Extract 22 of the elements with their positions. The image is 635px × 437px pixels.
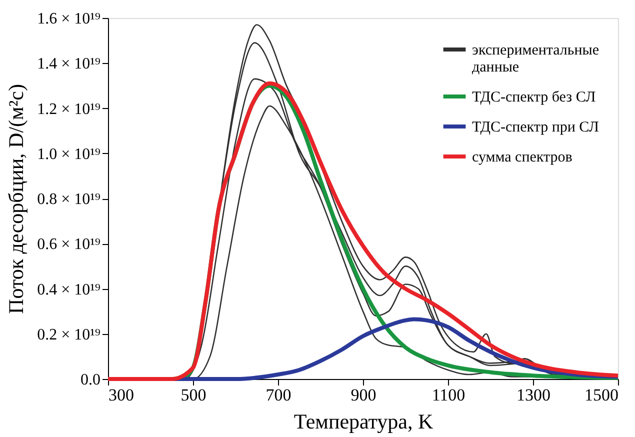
y-axis-title: Поток десорбции, D/(м²c): [4, 84, 28, 314]
y-tick-label: 1.2 × 10¹⁹: [37, 100, 101, 118]
y-tick-label: 0.6 × 10¹⁹: [37, 236, 101, 254]
x-tick-label: 1300: [516, 386, 550, 404]
legend-label: экспериментальные данные: [472, 42, 600, 76]
x-tick-label: 700: [266, 386, 292, 404]
legend-label: ТДС-спектр при СЛ: [472, 120, 599, 136]
y-tick-label: 0.8 × 10¹⁹: [37, 191, 101, 208]
x-axis-title: Температура, K: [294, 410, 434, 434]
y-tick-label: 1.6 × 10¹⁹: [37, 10, 101, 28]
y-tick-label: 1.0 × 10¹⁹: [37, 146, 101, 163]
y-tick-label: 0.2 × 10¹⁹: [37, 326, 101, 344]
y-tick-label: 0.4 × 10¹⁹: [37, 281, 101, 298]
x-tick-label: 500: [180, 386, 206, 404]
x-tick-label: 1100: [432, 386, 466, 404]
legend-label: сумма спектров: [472, 150, 572, 166]
legend-label: ТДС-спектр без СЛ: [472, 90, 596, 106]
x-tick-label: 1500: [584, 386, 618, 404]
x-tick-label: 900: [350, 386, 376, 404]
x-tick-label: 300: [108, 386, 134, 404]
y-tick-label: 1.4 × 10¹⁹: [37, 56, 101, 73]
y-tick-label: 0.0: [80, 372, 100, 388]
